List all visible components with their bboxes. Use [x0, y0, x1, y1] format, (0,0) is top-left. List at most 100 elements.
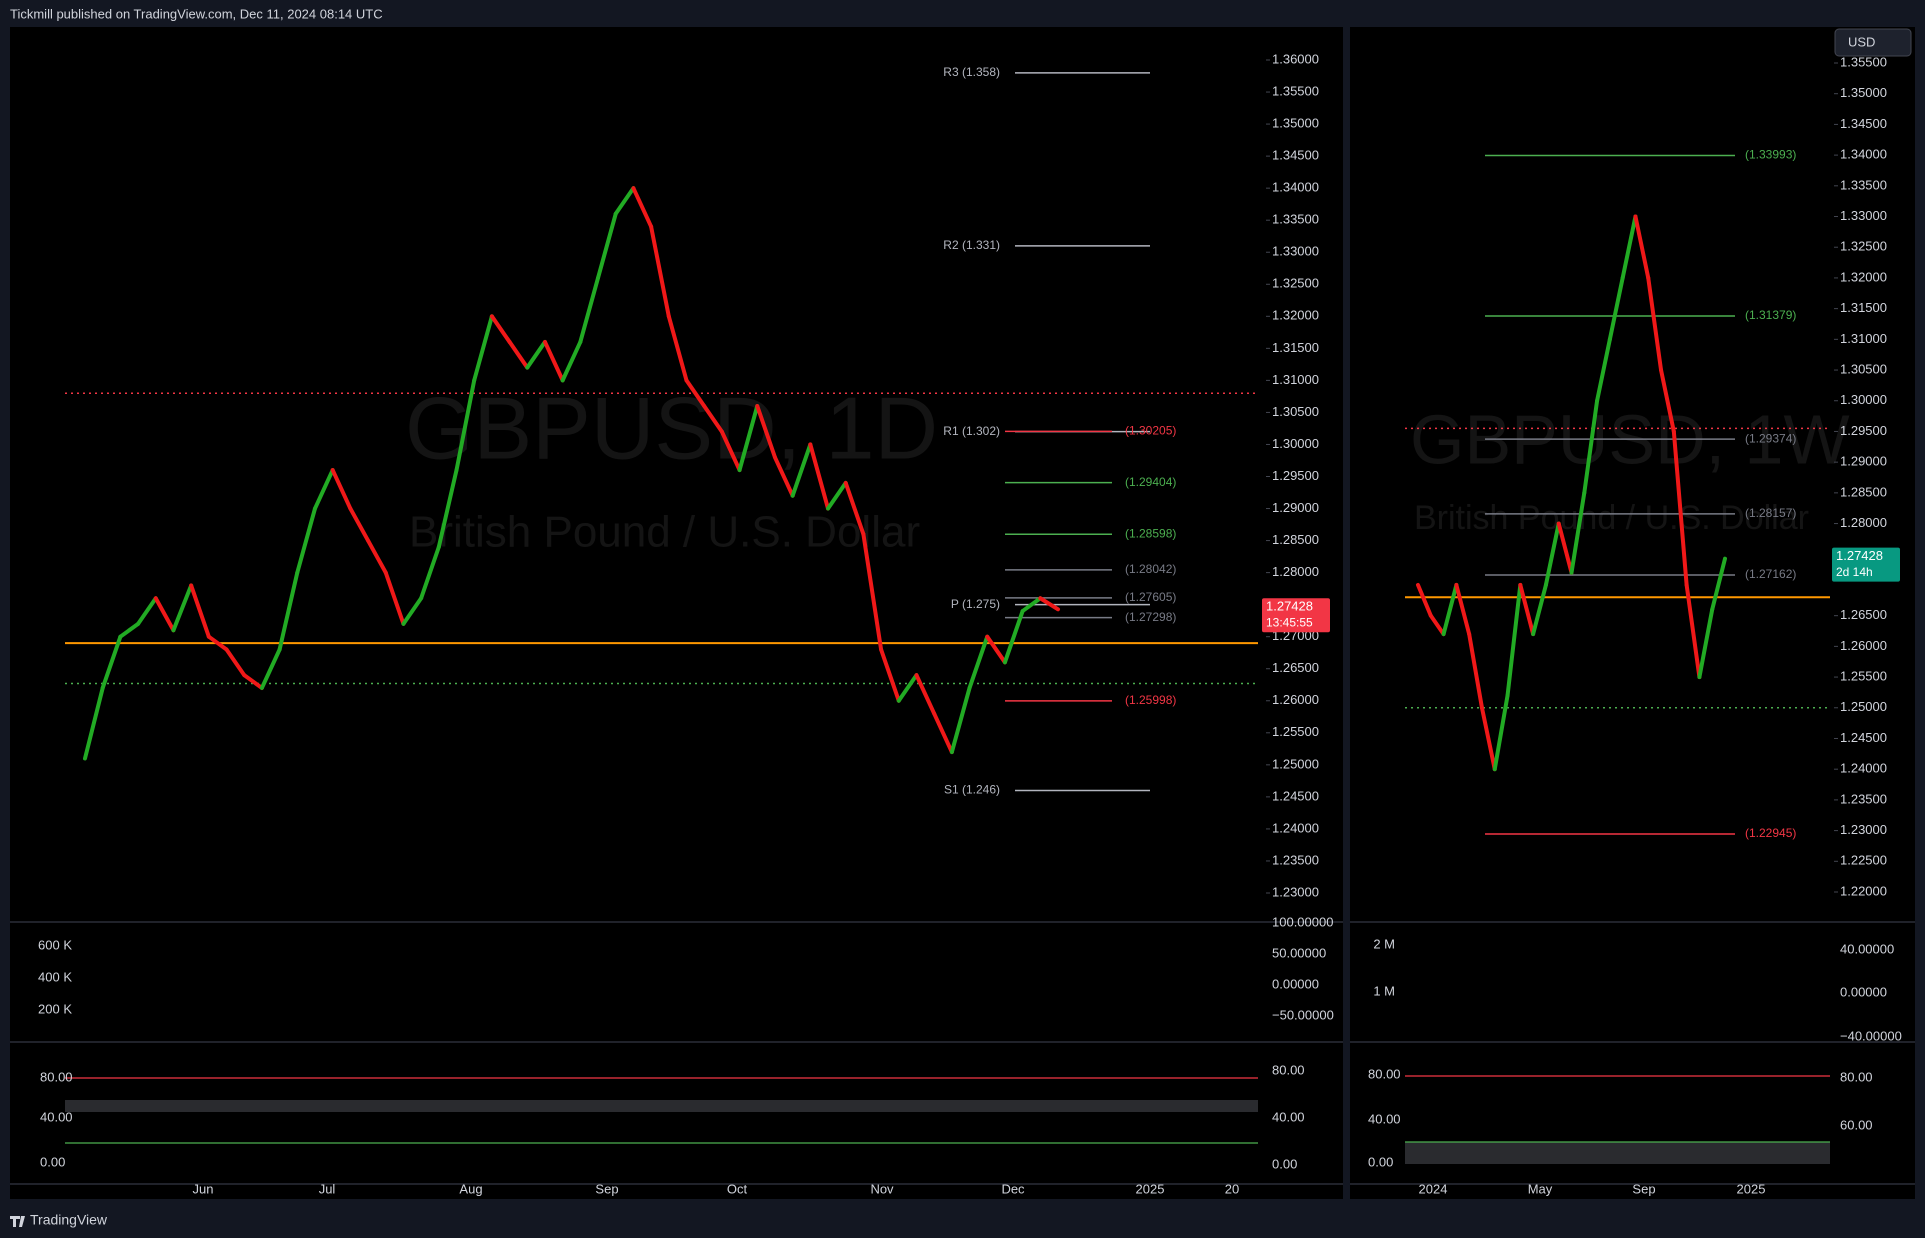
price-segment	[542, 339, 565, 383]
level-label: (1.28042)	[1125, 562, 1176, 576]
price-segment	[472, 314, 494, 383]
price-segment	[967, 634, 990, 690]
price-segment	[1531, 582, 1548, 637]
price-segment	[507, 339, 530, 370]
time-label: Oct	[727, 1181, 748, 1196]
volume-label: 600 K	[38, 937, 72, 952]
y-tick-label: 1.35500	[1272, 83, 1319, 98]
price-segment	[171, 583, 194, 633]
level-label: (1.28598)	[1125, 526, 1176, 540]
price-segment	[118, 621, 141, 639]
price-segment	[1620, 214, 1638, 280]
price-segment	[348, 506, 371, 543]
y-tick-label: 1.22000	[1840, 883, 1887, 898]
stoch-label: 80.00	[40, 1069, 73, 1084]
y-tick-label: 1.26000	[1840, 638, 1887, 653]
y-tick-label: 1.25500	[1272, 724, 1319, 739]
y-tick-label: 1.25500	[1840, 669, 1887, 684]
stoch-label: 40.00	[40, 1109, 73, 1124]
y-tick-label: 1.32500	[1840, 239, 1887, 254]
price-segment	[1416, 582, 1433, 618]
price-segment	[419, 544, 441, 601]
price-segment	[1479, 705, 1497, 772]
y-tick-label: 1.35000	[1272, 116, 1319, 131]
level-label: P (1.275)	[951, 597, 1000, 611]
price-segment	[684, 378, 707, 409]
price-segment	[366, 538, 388, 575]
y-tick-label: 1.30500	[1272, 404, 1319, 419]
y-tick-label: 1.36000	[1272, 51, 1319, 66]
time-label: Aug	[459, 1181, 482, 1196]
level-label: (1.31379)	[1745, 308, 1796, 322]
price-segment	[666, 314, 689, 383]
price-segment	[153, 596, 176, 633]
price-segment	[719, 429, 742, 473]
left-panel	[10, 27, 1343, 1199]
price-segment	[189, 583, 211, 639]
y-tick-label: 1.28500	[1272, 532, 1319, 547]
separators	[10, 921, 1915, 1185]
price-segment	[295, 506, 317, 575]
stoch-axis-label: 80.00	[1272, 1062, 1305, 1077]
price-segment	[100, 634, 123, 690]
level-label: (1.30205)	[1125, 423, 1176, 437]
price-segment	[985, 634, 1007, 665]
price-segment	[826, 480, 848, 511]
stoch-label: 40.00	[1368, 1111, 1401, 1126]
price-segment	[525, 339, 547, 370]
time-label: Jul	[319, 1181, 336, 1196]
price-segment	[1646, 275, 1664, 373]
price-segment	[755, 404, 777, 460]
price-segment	[383, 570, 406, 626]
price-segment	[631, 186, 654, 229]
price-segment	[1671, 429, 1689, 587]
brand-logo	[10, 1216, 25, 1227]
time-label: Sep	[1632, 1181, 1655, 1196]
price-segment	[808, 442, 831, 511]
price-segment	[1684, 582, 1702, 680]
y-tick-label: 1.31500	[1840, 300, 1887, 315]
price-segment	[1002, 609, 1025, 665]
y-tick-label: 1.31000	[1840, 331, 1887, 346]
y-tick-label: 1.29000	[1840, 454, 1887, 469]
price-segment	[454, 378, 477, 473]
price-segment	[1710, 556, 1727, 612]
price-segment	[649, 224, 671, 319]
price-segment	[932, 711, 954, 755]
y-tick-label: 1.33500	[1272, 212, 1319, 227]
y-tick-label: 1.32500	[1272, 276, 1319, 291]
price-segment	[436, 468, 459, 549]
currency-button-label: USD	[1848, 34, 1875, 49]
y-tick-label: 1.31500	[1272, 340, 1319, 355]
price-segment	[560, 339, 583, 383]
volume-axis-label: −40.00000	[1840, 1028, 1902, 1043]
time-label: Jun	[193, 1181, 214, 1196]
price-segment	[1633, 214, 1651, 280]
watermark-name: British Pound / U.S. Dollar	[1414, 499, 1809, 537]
level-label: (1.29374)	[1745, 431, 1796, 445]
stoch-axis-label: 60.00	[1840, 1117, 1873, 1132]
y-tick-label: 1.32000	[1272, 308, 1319, 323]
y-tick-label: 1.25000	[1840, 699, 1887, 714]
price-segment	[224, 647, 247, 678]
y-tick-label: 1.31000	[1272, 372, 1319, 387]
level-label: (1.33993)	[1745, 148, 1796, 162]
y-tick-label: 1.34500	[1272, 148, 1319, 163]
stoch-axis-label: 80.00	[1840, 1069, 1873, 1084]
price-segment	[1505, 582, 1523, 698]
level-label: R2 (1.331)	[943, 238, 1000, 252]
currency-button[interactable]	[1834, 28, 1912, 57]
price-segment	[1607, 275, 1625, 342]
right-panel	[1350, 27, 1915, 1199]
y-tick-label: 1.28000	[1840, 515, 1887, 530]
y-tick-label: 1.35500	[1840, 54, 1887, 69]
level-label: (1.22945)	[1745, 826, 1796, 840]
y-tick-label: 1.23000	[1840, 822, 1887, 837]
y-tick-label: 1.23500	[1272, 852, 1319, 867]
y-tick-label: 1.28500	[1840, 484, 1887, 499]
y-tick-label: 1.26000	[1272, 692, 1319, 707]
price-segment	[1543, 521, 1561, 587]
y-tick-label: 1.26500	[1272, 660, 1319, 675]
y-tick-label: 1.34000	[1272, 180, 1319, 195]
